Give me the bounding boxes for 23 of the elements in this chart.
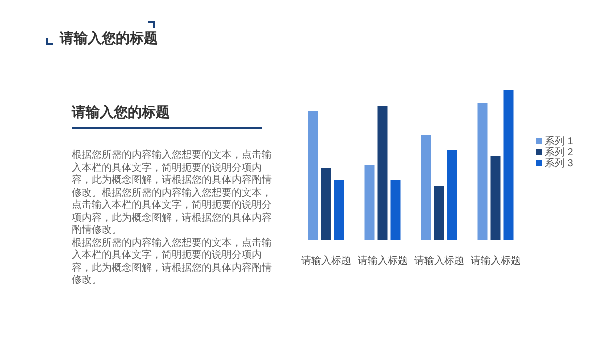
bar — [390, 180, 401, 240]
bar — [447, 150, 458, 240]
bar — [421, 135, 432, 240]
text: 根据您所需的内容输入您想要的文本，点击输入本栏的具体文字，简明扼要的说明分项内容，此为概念图解，请根据您的具体内容酌情修改。 — [72, 238, 273, 288]
bar — [308, 111, 318, 240]
x-tick-label: 请输入标题 — [470, 255, 521, 267]
x-tick-label: 请输入标题 — [414, 255, 464, 267]
bar — [504, 90, 514, 240]
bar — [334, 180, 344, 240]
bar — [434, 186, 444, 240]
bar — [490, 156, 501, 240]
bar — [321, 168, 332, 240]
bar — [364, 165, 375, 240]
bar — [378, 106, 388, 240]
legend-label: 系列 1 — [545, 136, 574, 148]
x-tick-label: 请输入标题 — [358, 255, 408, 267]
text: 请输入您的标题 — [60, 30, 158, 48]
bar — [478, 104, 488, 240]
text: 根据您所需的内容输入您想要的文本，点击输入本栏的具体文字，简明扼要的说明分项内容，此为概念图解，请根据您的具体内容酌情修改。根据您所需的内容输入您想要的文本，点击输入本栏的具体文字，简明扼要的说明分项内容，此为概念图解，请根据您的具体内容酌情修改。 — [72, 150, 273, 238]
legend-label: 系列 2 — [545, 146, 574, 158]
legend-label: 系列 3 — [545, 158, 574, 170]
x-tick-label: 请输入标题 — [301, 255, 352, 267]
text: 请输入您的标题 — [72, 104, 170, 122]
